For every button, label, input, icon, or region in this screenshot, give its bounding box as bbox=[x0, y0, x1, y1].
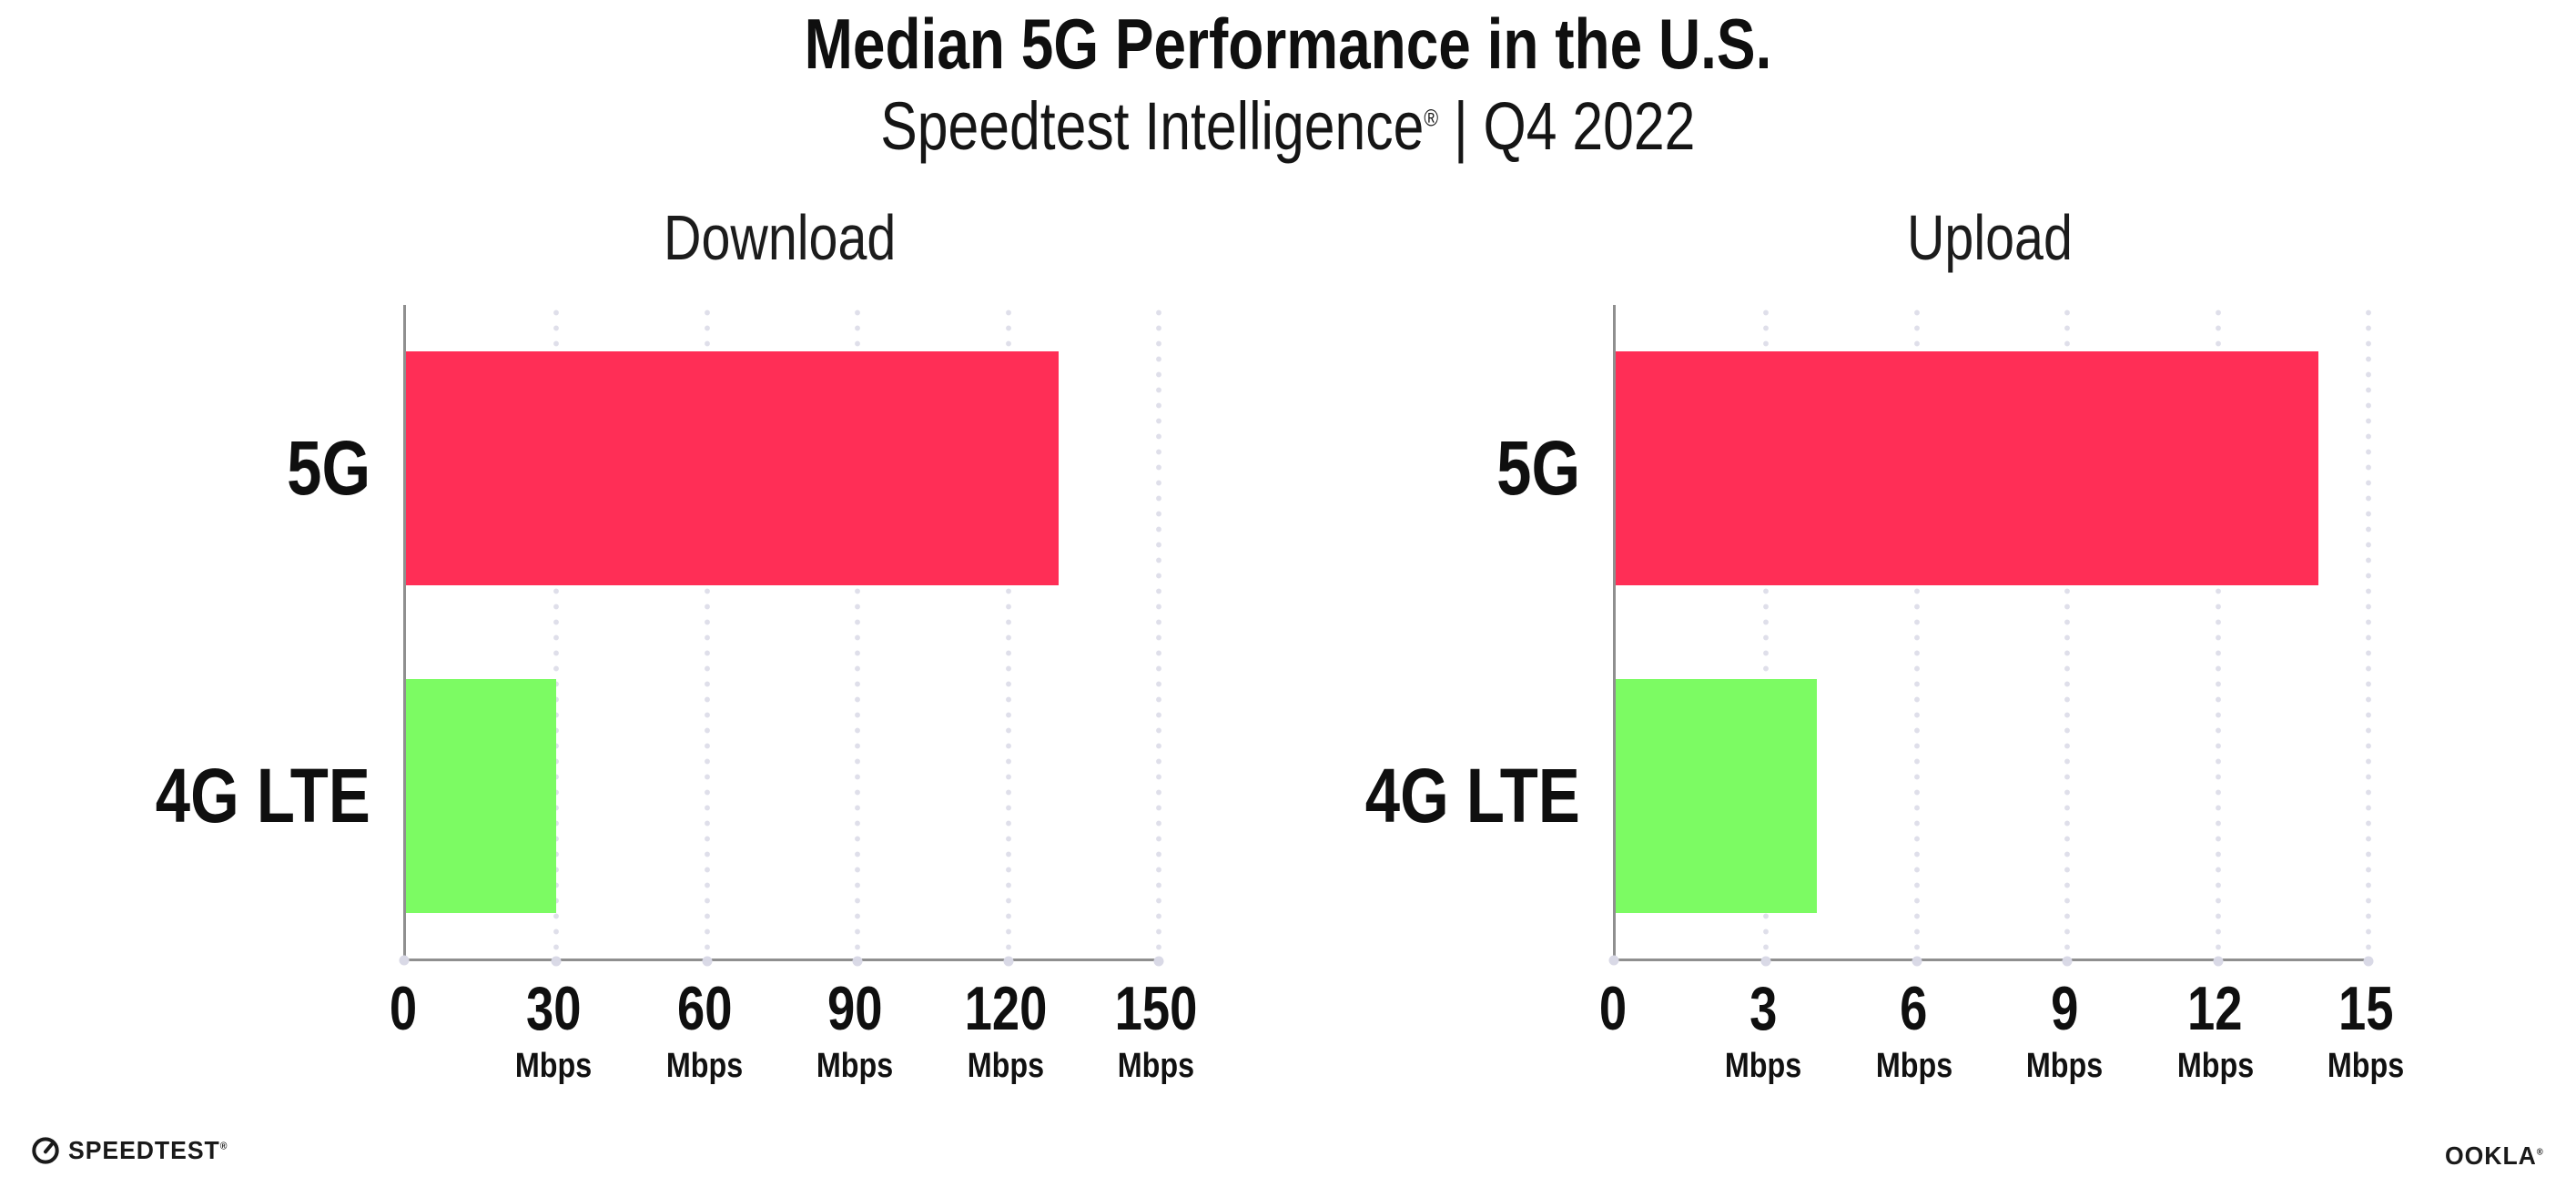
x-tick-unit: Mbps bbox=[816, 1047, 894, 1085]
gridline bbox=[2365, 305, 2372, 959]
x-tick: 9 Mbps bbox=[2020, 974, 2110, 1085]
gridline bbox=[553, 305, 561, 959]
x-tick-unit: Mbps bbox=[2026, 1047, 2104, 1085]
x-tick-label: 90 bbox=[827, 974, 883, 1043]
y-axis-label-5g-upload: 5G bbox=[1496, 425, 1580, 511]
registered-mark: ® bbox=[219, 1141, 228, 1152]
x-tick: 0 bbox=[386, 974, 421, 1043]
y-axis-label-4glte-upload: 4G LTE bbox=[1364, 753, 1580, 838]
gridline bbox=[1912, 305, 1921, 959]
gridline bbox=[1762, 305, 1770, 959]
gridline bbox=[1155, 305, 1162, 959]
x-tick: 12 Mbps bbox=[2170, 974, 2260, 1085]
download-chart-title: Download bbox=[663, 202, 897, 273]
upload-chart-title: Upload bbox=[1906, 202, 2073, 273]
download-plot-area bbox=[403, 305, 1162, 961]
x-tick: 60 Mbps bbox=[659, 974, 749, 1085]
x-tick-label: 60 bbox=[676, 974, 733, 1043]
x-tick: 90 Mbps bbox=[810, 974, 900, 1085]
gridline bbox=[1004, 305, 1012, 959]
registered-mark: ® bbox=[1424, 104, 1439, 132]
page-subtitle: Speedtest Intelligence® | Q4 2022 bbox=[0, 89, 2576, 164]
upload-x-axis-ticks: 0 3 Mbps 6 Mbps 9 Mbps 12 Mbps 15 Mbps bbox=[1599, 974, 2404, 1106]
subtitle-brand: Speedtest Intelligence bbox=[880, 88, 1425, 164]
page-title-text: Median 5G Performance in the U.S. bbox=[804, 4, 1772, 84]
x-tick: 30 Mbps bbox=[509, 974, 599, 1085]
x-tick: 3 Mbps bbox=[1719, 974, 1809, 1085]
subtitle-period: | Q4 2022 bbox=[1438, 88, 1696, 164]
bar-5g-download bbox=[406, 351, 1059, 585]
x-tick-label: 12 bbox=[2187, 974, 2243, 1043]
x-tick-unit: Mbps bbox=[2327, 1047, 2405, 1085]
x-tick: 120 Mbps bbox=[954, 974, 1057, 1085]
x-tick: 150 Mbps bbox=[1104, 974, 1207, 1085]
gridline bbox=[2214, 305, 2222, 959]
x-tick-label: 0 bbox=[1598, 974, 1628, 1043]
x-tick-label: 150 bbox=[1114, 974, 1198, 1043]
registered-mark: ® bbox=[2536, 1147, 2544, 1158]
x-tick-unit: Mbps bbox=[1875, 1047, 1952, 1085]
x-tick: 15 Mbps bbox=[2320, 974, 2410, 1085]
bar-5g-upload bbox=[1616, 351, 2318, 585]
ookla-wordmark: OOKLA bbox=[2444, 1141, 2537, 1170]
x-tick-unit: Mbps bbox=[515, 1047, 593, 1085]
x-tick-label: 120 bbox=[964, 974, 1047, 1043]
gridline bbox=[854, 305, 862, 959]
x-tick-label: 30 bbox=[526, 974, 582, 1043]
y-axis-label-4glte-download: 4G LTE bbox=[155, 753, 370, 838]
bar-4glte-download bbox=[406, 679, 557, 913]
x-tick-label: 0 bbox=[389, 974, 418, 1043]
x-tick-label: 9 bbox=[2051, 974, 2079, 1043]
x-tick-label: 6 bbox=[1900, 974, 1928, 1043]
x-tick-unit: Mbps bbox=[967, 1047, 1044, 1085]
speedtest-wordmark: SPEEDTEST® bbox=[68, 1136, 228, 1164]
x-tick-label: 3 bbox=[1749, 974, 1778, 1043]
x-tick-unit: Mbps bbox=[1725, 1047, 1802, 1085]
x-tick: 6 Mbps bbox=[1869, 974, 1959, 1085]
y-axis-label-5g-download: 5G bbox=[287, 425, 370, 511]
x-tick: 0 bbox=[1596, 974, 1630, 1043]
gridline bbox=[2064, 305, 2072, 959]
download-x-axis-ticks: 0 30 Mbps 60 Mbps 90 Mbps 120 Mbps 150 M… bbox=[390, 974, 1198, 1106]
ookla-logo: OOKLA® bbox=[2445, 1141, 2549, 1171]
x-tick-label: 15 bbox=[2338, 974, 2394, 1043]
speedtest-gauge-icon bbox=[32, 1137, 59, 1164]
bar-4glte-upload bbox=[1616, 679, 1817, 913]
x-tick-unit: Mbps bbox=[665, 1047, 743, 1085]
page-title: Median 5G Performance in the U.S. bbox=[0, 5, 2576, 82]
x-tick-unit: Mbps bbox=[1117, 1047, 1195, 1085]
x-tick-unit: Mbps bbox=[2176, 1047, 2254, 1085]
speedtest-logo: SPEEDTEST® bbox=[31, 1136, 237, 1165]
upload-plot-area bbox=[1613, 305, 2372, 961]
gridline bbox=[703, 305, 711, 959]
